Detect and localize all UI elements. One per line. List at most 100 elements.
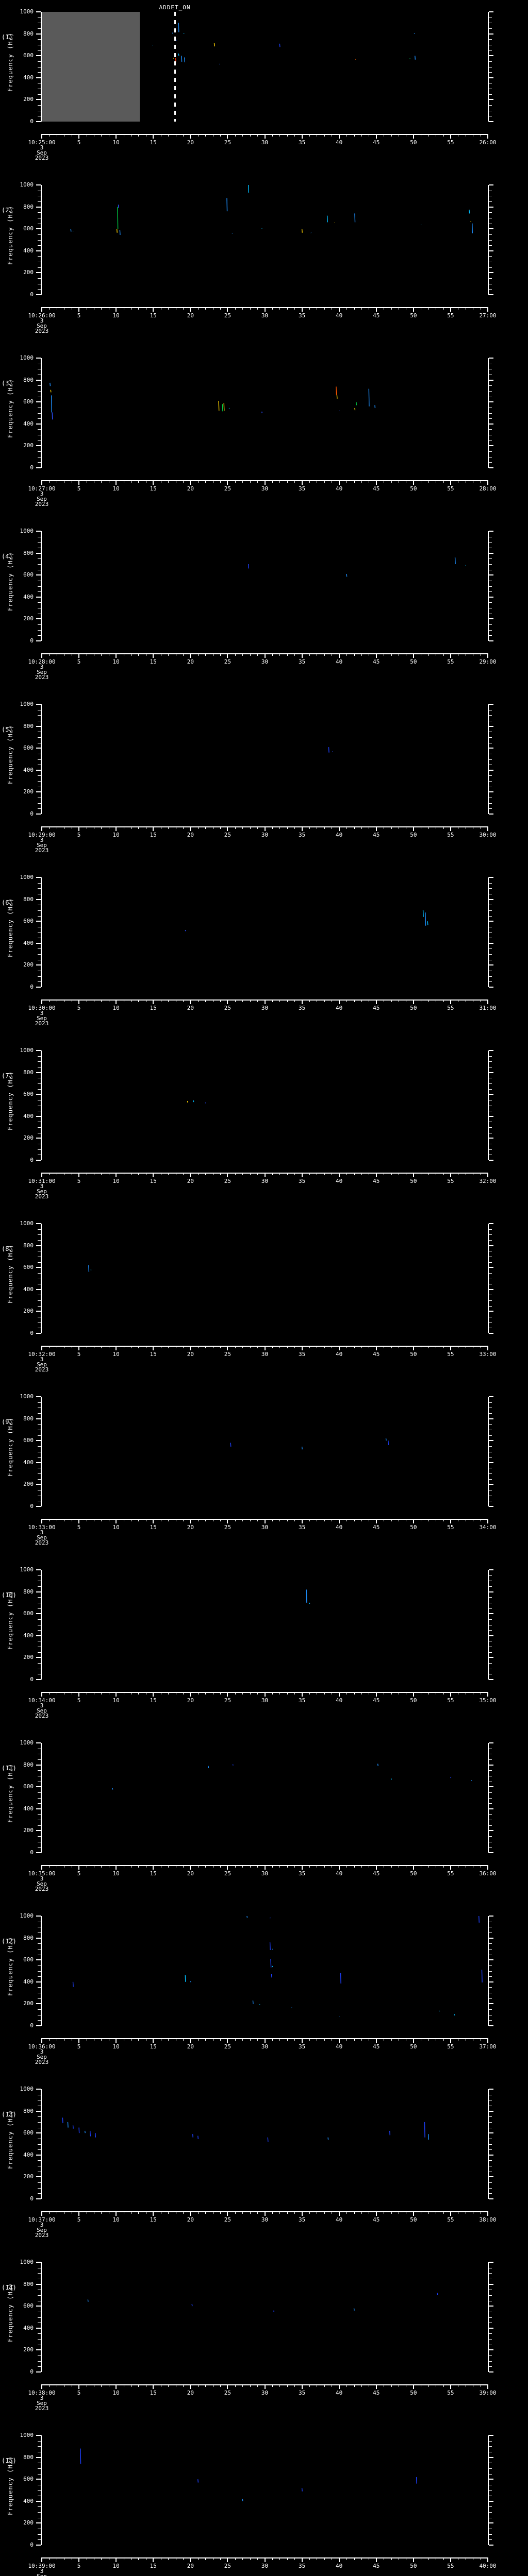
y-tick-right-11-750 — [489, 1770, 492, 1771]
y-tick-14-150 — [38, 2355, 41, 2357]
tick-13 — [138, 480, 139, 483]
tick-24 — [220, 999, 221, 1002]
y-axis-left-5 — [41, 704, 42, 814]
tick-29 — [257, 1865, 258, 1868]
y-axis-label-14-200: 200 — [23, 2346, 34, 2353]
tick-60 — [487, 1346, 488, 1350]
y-tick-right-1-1000 — [489, 11, 493, 12]
tick-29 — [257, 134, 258, 137]
y-tick-7-200 — [36, 1138, 41, 1139]
panel-number-9: (9) — [2, 1418, 13, 1426]
tick-10 — [116, 307, 117, 312]
time-axis-7: 10:31:00 5 10 15 20 25 30 35 40 45 50 55 32:00 3 Sep 20… — [28, 1173, 497, 1199]
y-tick-right-10-400 — [489, 1635, 493, 1636]
tick-17 — [168, 480, 169, 483]
tick-27 — [242, 2038, 243, 2041]
tick-26 — [235, 999, 236, 1002]
y-tick-right-6-900 — [489, 888, 492, 889]
tick-24 — [220, 2384, 221, 2387]
detection-tracks-7 — [187, 1100, 206, 1104]
tick-28 — [250, 307, 251, 310]
tick-17 — [168, 1346, 169, 1348]
y-tick-6-900 — [38, 888, 41, 889]
y-axis-label-10-600: 600 — [23, 1610, 34, 1617]
tick-1 — [49, 307, 50, 310]
y-tick-4-50 — [38, 635, 41, 636]
y-tick-right-7-0 — [489, 1160, 493, 1161]
y-tick-10-150 — [38, 1663, 41, 1664]
tick-60 — [487, 480, 488, 485]
track-12-17 — [478, 1916, 480, 1923]
y-tick-right-5-500 — [489, 759, 492, 760]
y-tick-10-750 — [38, 1597, 41, 1598]
tick-25 — [227, 2038, 228, 2043]
y-tick-right-13-700 — [489, 2122, 492, 2123]
tick-22 — [205, 134, 206, 137]
tick-24 — [220, 2038, 221, 2041]
tick-10 — [116, 2211, 117, 2216]
y-tick-7-900 — [38, 1061, 41, 1062]
y-tick-15-800 — [36, 2456, 41, 2458]
y-axis-left-7 — [41, 1050, 42, 1160]
tick-13 — [138, 1346, 139, 1348]
time-axis-2-date-line3: 2023 — [35, 328, 49, 334]
y-tick-right-10-550 — [489, 1619, 492, 1620]
track-2-10 — [301, 229, 303, 233]
y-axis-label-3-600: 600 — [23, 398, 34, 405]
y-tick-5-0 — [36, 814, 41, 815]
tick-15 — [153, 134, 154, 139]
y-tick-right-7-400 — [489, 1115, 493, 1117]
tick-0 — [41, 2384, 42, 2389]
time-axis-11-label-5: 5 — [77, 1870, 81, 1877]
time-axis-9-label-35: 35 — [298, 1524, 306, 1531]
tick-8 — [101, 653, 102, 656]
time-axis-10-label-30: 30 — [261, 1697, 269, 1704]
time-axis-13-label-start: 10:37:00 — [28, 2216, 56, 2223]
time-axis-14: 10:38:00 5 10 15 20 25 30 35 40 45 50 55 39:00 3 Sep 20… — [28, 2384, 497, 2411]
tick-34 — [294, 1519, 295, 1521]
tick-17 — [168, 1173, 169, 1175]
y-tick-right-1-0 — [489, 121, 493, 122]
tick-33 — [287, 1865, 288, 1868]
y-tick-14-400 — [36, 2327, 41, 2329]
tick-5 — [78, 307, 80, 312]
y-tick-4-150 — [38, 624, 41, 625]
tick-1 — [49, 653, 50, 656]
y-tick-right-5-350 — [489, 775, 492, 776]
tick-25 — [227, 1519, 228, 1523]
track-3-12 — [356, 402, 357, 405]
y-tick-right-15-300 — [489, 2512, 492, 2513]
tick-30 — [264, 480, 266, 485]
tick-21 — [197, 1173, 199, 1175]
time-axis-8-label-5: 5 — [77, 1351, 81, 1358]
tick-19 — [183, 2211, 184, 2214]
tick-15 — [153, 480, 154, 485]
tick-15 — [153, 2384, 154, 2389]
tick-54 — [443, 826, 444, 829]
y-tick-6-50 — [38, 981, 41, 982]
tick-28 — [250, 1865, 251, 1868]
tick-54 — [443, 653, 444, 656]
tick-27 — [242, 307, 243, 310]
tick-45 — [375, 1865, 377, 1870]
time-axis-7-label-45: 45 — [373, 1178, 380, 1184]
tick-10 — [116, 999, 117, 1004]
y-axis-label-5-600: 600 — [23, 744, 34, 752]
tick-41 — [346, 2557, 348, 2560]
tick-0 — [41, 826, 42, 831]
y-axis-right-8 — [488, 1224, 489, 1333]
tick-41 — [346, 2384, 348, 2387]
y-axis-label-4-200: 200 — [23, 615, 34, 622]
track-4-1 — [346, 573, 348, 577]
y-tick-right-4-800 — [489, 552, 493, 554]
tick-1 — [49, 2038, 50, 2041]
tick-17 — [168, 307, 169, 310]
y-tick-5-500 — [38, 759, 41, 760]
time-axis-4: 10:28:00 5 10 15 20 25 30 35 40 45 50 55 29:00 3 Sep 20… — [28, 653, 497, 680]
tick-32 — [279, 1346, 280, 1348]
time-axis-8: 10:32:00 5 10 15 20 25 30 35 40 45 50 55 33:00 3 Sep 20… — [28, 1346, 497, 1372]
y-tick-6-1000 — [36, 877, 41, 878]
y-tick-10-650 — [38, 1608, 41, 1609]
time-axis-8-date-line2: Sep — [37, 1361, 47, 1368]
panel-7: 0 200 400 600 800 1000 Frequency (Hz) (7) 10:31:… — [0, 1039, 528, 1212]
